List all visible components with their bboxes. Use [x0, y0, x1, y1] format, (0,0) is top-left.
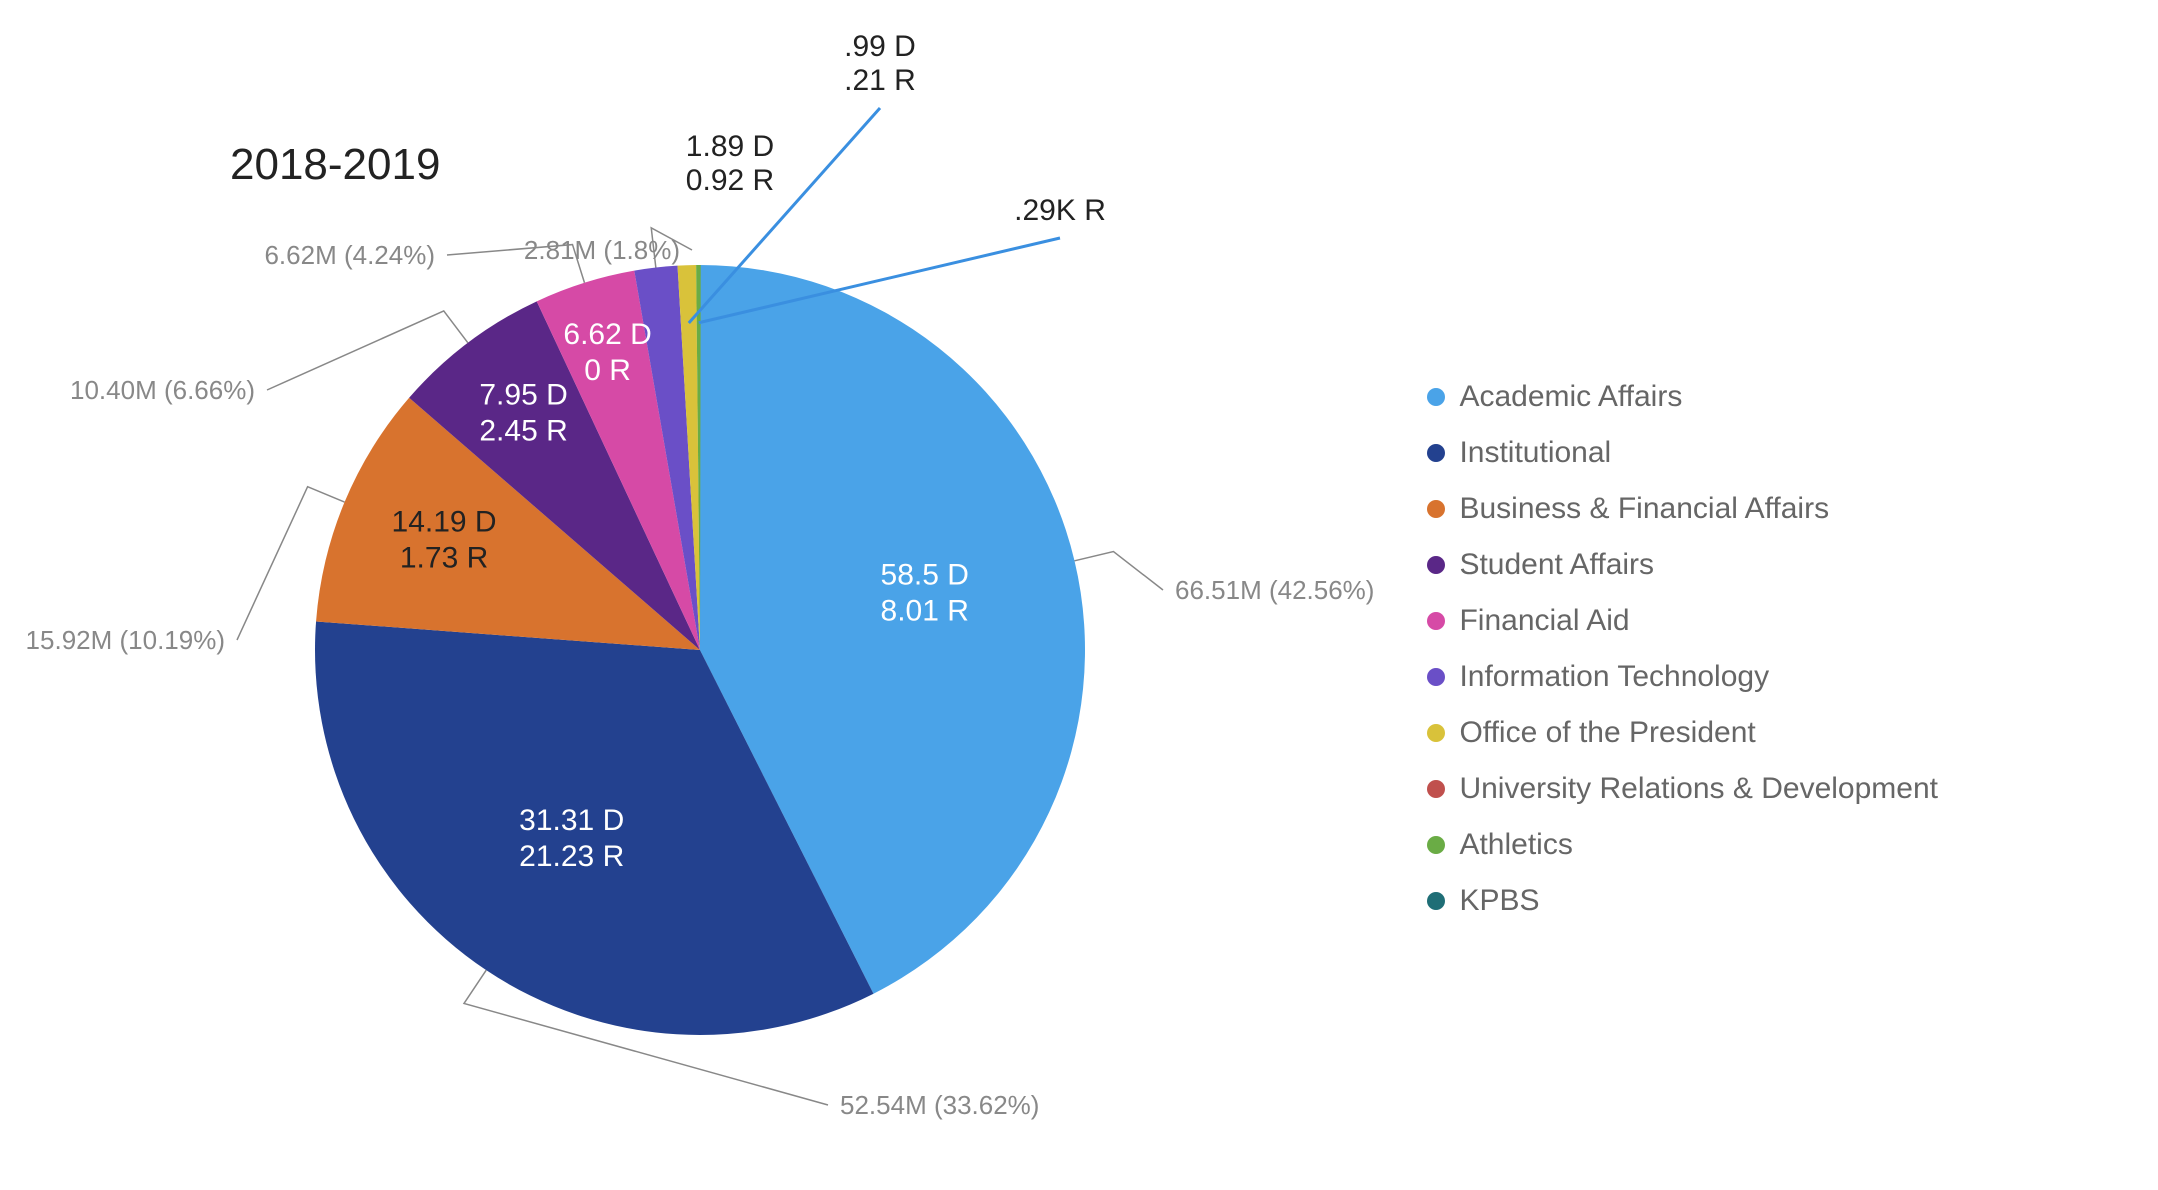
legend-item: Business & Financial Affairs — [1427, 492, 1938, 526]
legend: Academic Affairs Institutional Business & … — [1427, 380, 1938, 918]
legend-label: Business & Financial Affairs — [1459, 492, 1829, 526]
legend-item: Athletics — [1427, 828, 1938, 862]
legend-item: University Relations & Development — [1427, 772, 1938, 806]
legend-label: Information Technology — [1459, 660, 1769, 694]
outer-label: 15.92M (10.19%) — [26, 625, 225, 655]
legend-item: KPBS — [1427, 884, 1938, 918]
legend-marker — [1427, 724, 1445, 742]
pie-chart-container: 2018-2019 66.51M (42.56%)58.5 D8.01 R52.… — [0, 0, 2158, 1190]
legend-marker — [1427, 388, 1445, 406]
legend-marker — [1427, 500, 1445, 518]
outer-label: 52.54M (33.62%) — [840, 1090, 1039, 1120]
legend-label: Academic Affairs — [1459, 380, 1682, 414]
legend-item: Institutional — [1427, 436, 1938, 470]
outer-label: 2.81M (1.8%) — [524, 235, 680, 265]
legend-marker — [1427, 556, 1445, 574]
legend-item: Information Technology — [1427, 660, 1938, 694]
legend-marker — [1427, 836, 1445, 854]
outer-label: 6.62M (4.24%) — [264, 240, 435, 270]
legend-label: KPBS — [1459, 884, 1539, 918]
legend-item: Office of the President — [1427, 716, 1938, 750]
legend-marker — [1427, 780, 1445, 798]
legend-item: Financial Aid — [1427, 604, 1938, 638]
top-annotation: .29K R — [1014, 194, 1106, 227]
legend-item: Academic Affairs — [1427, 380, 1938, 414]
legend-label: Office of the President — [1459, 716, 1755, 750]
legend-label: Athletics — [1459, 828, 1572, 862]
legend-label: Institutional — [1459, 436, 1611, 470]
outer-label: 10.40M (6.66%) — [70, 375, 255, 405]
top-annotation: 1.89 D0.92 R — [686, 130, 774, 197]
legend-item: Student Affairs — [1427, 548, 1938, 582]
legend-label: Financial Aid — [1459, 604, 1629, 638]
legend-label: University Relations & Development — [1459, 772, 1938, 806]
top-annotation: .99 D.21 R — [844, 30, 916, 97]
legend-marker — [1427, 612, 1445, 630]
legend-marker — [1427, 668, 1445, 686]
leader-line — [1075, 552, 1163, 590]
legend-marker — [1427, 444, 1445, 462]
outer-label: 66.51M (42.56%) — [1175, 575, 1374, 605]
legend-marker — [1427, 892, 1445, 910]
legend-label: Student Affairs — [1459, 548, 1654, 582]
